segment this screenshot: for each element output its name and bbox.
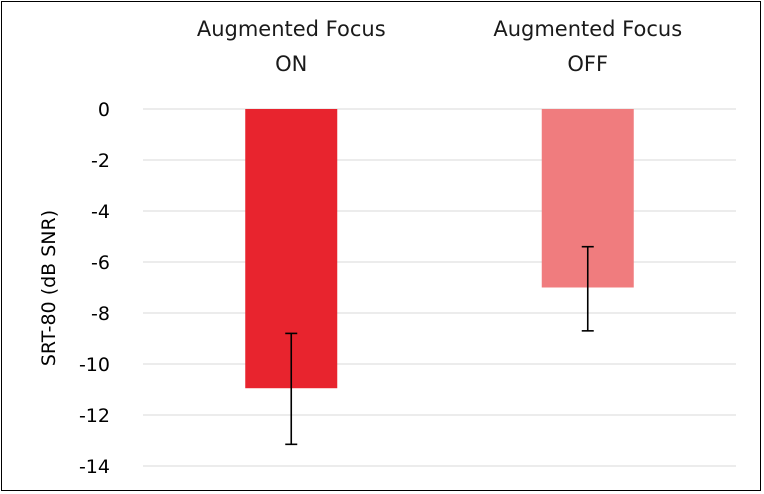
category-label: ON [275,52,307,76]
gridlines [143,108,736,467]
category-label: Augmented Focus [197,17,386,41]
y-tick-label: -2 [91,150,110,172]
y-tick-label: -10 [79,354,110,376]
category-labels: Augmented Focus ON Augmented Focus OFF [197,17,682,76]
category-label: OFF [567,52,608,76]
y-tick-label: -8 [91,303,110,325]
category-label: Augmented Focus [493,17,682,41]
y-tick-label: -4 [91,201,110,223]
bars [245,109,634,389]
y-tick-label: -6 [91,252,110,274]
y-tick-labels: 0 -2 -4 -6 -8 -10 -12 -14 [79,99,110,478]
y-tick-label: 0 [98,99,110,121]
y-tick-label: -12 [79,405,110,427]
error-bars [285,245,594,446]
y-tick-label: -14 [79,456,110,478]
y-axis-title: SRT-80 (dB SNR) [38,210,60,366]
